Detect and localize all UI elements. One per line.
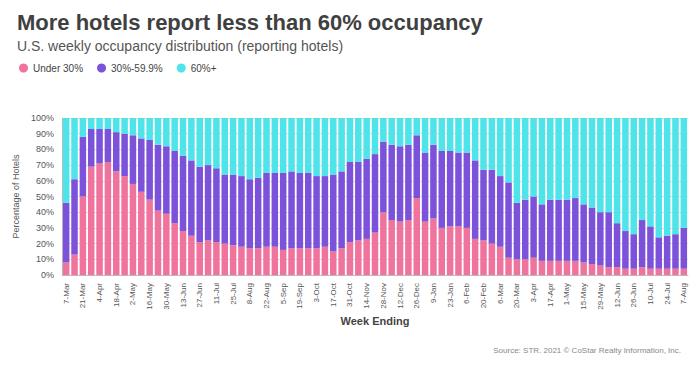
svg-text:10-Jul: 10-Jul: [646, 283, 655, 305]
svg-text:13-Jun: 13-Jun: [179, 283, 188, 307]
svg-text:25-Jul: 25-Jul: [229, 283, 238, 305]
svg-text:16-May: 16-May: [145, 283, 154, 310]
svg-text:20-Mar: 20-Mar: [512, 283, 521, 309]
svg-text:27-Jun: 27-Jun: [195, 283, 204, 307]
svg-text:70%: 70%: [36, 160, 54, 170]
svg-text:1-May: 1-May: [562, 283, 571, 305]
svg-text:29-May: 29-May: [596, 283, 605, 310]
svg-text:30-May: 30-May: [162, 283, 171, 310]
svg-text:4-Apr: 4-Apr: [95, 283, 104, 303]
svg-text:0%: 0%: [41, 270, 54, 280]
svg-text:6-Mar: 6-Mar: [496, 283, 505, 304]
svg-text:20-Feb: 20-Feb: [479, 282, 488, 308]
svg-text:18-Apr: 18-Apr: [112, 283, 121, 307]
svg-text:30%-59.9%: 30%-59.9%: [111, 63, 163, 74]
svg-text:5-Sep: 5-Sep: [279, 282, 288, 304]
svg-text:7-Mar: 7-Mar: [62, 283, 71, 304]
svg-text:19-Sep: 19-Sep: [295, 282, 304, 308]
svg-text:Source: STR. 2021 © CoStar Rea: Source: STR. 2021 © CoStar Realty Inform…: [493, 346, 681, 355]
svg-text:23-Jan: 23-Jan: [446, 283, 455, 307]
svg-text:8-Aug: 8-Aug: [245, 283, 254, 304]
svg-text:50%: 50%: [36, 192, 54, 202]
svg-text:17-Apr: 17-Apr: [546, 283, 555, 307]
svg-text:10%: 10%: [36, 254, 54, 264]
svg-text:6-Feb: 6-Feb: [462, 282, 471, 303]
svg-text:60%: 60%: [36, 176, 54, 186]
svg-text:28-Nov: 28-Nov: [379, 283, 388, 309]
svg-text:30%: 30%: [36, 223, 54, 233]
svg-text:17-Oct: 17-Oct: [329, 282, 338, 307]
svg-text:21-Mar: 21-Mar: [78, 283, 87, 309]
svg-text:22-Aug: 22-Aug: [262, 283, 271, 309]
svg-text:More hotels report less than 6: More hotels report less than 60% occupan…: [17, 10, 484, 35]
svg-text:60%+: 60%+: [191, 63, 217, 74]
svg-text:Week Ending: Week Ending: [341, 315, 410, 327]
svg-text:20%: 20%: [36, 239, 54, 249]
svg-text:40%: 40%: [36, 207, 54, 217]
svg-text:Under 30%: Under 30%: [33, 63, 83, 74]
svg-text:3-Apr: 3-Apr: [529, 283, 538, 303]
svg-text:11-Jul: 11-Jul: [212, 283, 221, 304]
svg-text:26-Dec: 26-Dec: [412, 283, 421, 309]
svg-text:9-Jan: 9-Jan: [429, 283, 438, 303]
svg-text:24-Jul: 24-Jul: [663, 283, 672, 305]
svg-text:100%: 100%: [31, 113, 54, 123]
svg-text:80%: 80%: [36, 144, 54, 154]
svg-text:7-Aug: 7-Aug: [679, 283, 688, 304]
svg-text:2-May: 2-May: [128, 283, 137, 305]
svg-text:26-Jun: 26-Jun: [629, 283, 638, 307]
svg-text:12-Jun: 12-Jun: [613, 283, 622, 307]
svg-text:14-Nov: 14-Nov: [362, 283, 371, 309]
svg-text:U.S. weekly occupancy distribu: U.S. weekly occupancy distribution (repo…: [17, 38, 343, 54]
svg-text:15-May: 15-May: [579, 283, 588, 310]
svg-text:3-Oct: 3-Oct: [312, 282, 321, 302]
svg-text:Percentage of Hotels: Percentage of Hotels: [11, 154, 21, 239]
svg-text:12-Dec: 12-Dec: [396, 283, 405, 309]
svg-text:31-Oct: 31-Oct: [345, 282, 354, 307]
svg-text:90%: 90%: [36, 129, 54, 139]
